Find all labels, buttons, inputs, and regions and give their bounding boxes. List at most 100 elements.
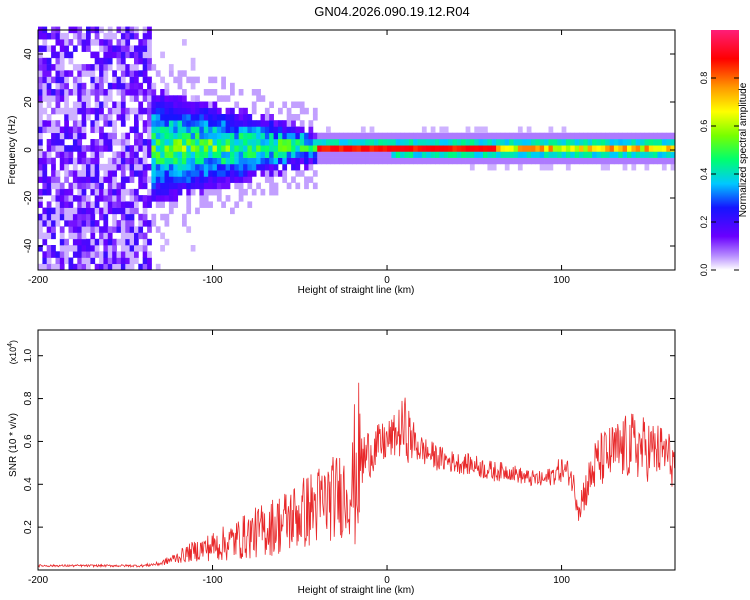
heatmap-cell	[120, 32, 126, 40]
heatmap-cell	[55, 39, 61, 46]
heatmap-cell	[120, 220, 126, 227]
heatmap-cell	[352, 139, 357, 146]
heatmap-cell	[94, 114, 100, 121]
y-tick-label: 0.8	[23, 391, 34, 405]
heatmap-cell	[278, 132, 283, 140]
heatmap-cell	[129, 251, 135, 258]
heatmap-cell	[234, 132, 240, 140]
heatmap-cell	[164, 163, 170, 171]
heatmap-cell	[90, 70, 96, 77]
heatmap-cell	[230, 145, 235, 152]
heatmap-cell	[120, 114, 126, 121]
heatmap-cell	[46, 251, 52, 258]
heatmap-cell	[186, 101, 192, 109]
heatmap-cell	[164, 120, 170, 127]
heatmap-cell	[426, 139, 432, 146]
heatmap-cell	[356, 151, 362, 158]
heatmap-cell	[90, 188, 96, 196]
x-tick-label: -200	[28, 275, 48, 286]
heatmap-cell	[548, 126, 554, 134]
heatmap-cell	[68, 70, 74, 77]
heatmap-cell	[94, 107, 100, 115]
heatmap-cell	[513, 139, 519, 146]
heatmap-cell	[509, 157, 514, 165]
heatmap-cell	[86, 182, 91, 190]
heatmap-cell	[151, 64, 157, 71]
heatmap-cell	[517, 145, 523, 152]
heatmap-cell	[55, 182, 61, 190]
heatmap-cell	[487, 157, 493, 165]
heatmap-cell	[269, 139, 274, 146]
heatmap-cell	[46, 232, 52, 240]
heatmap-cell	[378, 139, 384, 146]
heatmap-cell	[42, 182, 48, 190]
heatmap-cell	[286, 182, 292, 190]
heatmap-cell	[38, 82, 43, 90]
heatmap-cell	[77, 263, 83, 271]
heatmap-cell	[670, 139, 676, 146]
heatmap-cell	[208, 157, 213, 165]
heatmap-cell	[46, 157, 52, 165]
heatmap-cell	[195, 145, 200, 152]
heatmap-cell	[142, 213, 148, 221]
heatmap-cell	[343, 151, 349, 158]
heatmap-cell	[38, 232, 43, 240]
heatmap-cell	[142, 120, 148, 127]
heatmap-cell	[160, 232, 165, 240]
heatmap-cell	[186, 76, 192, 84]
heatmap-cell	[81, 82, 87, 90]
heatmap-cell	[129, 126, 135, 134]
heatmap-cell	[208, 170, 213, 177]
heatmap-cell	[42, 57, 48, 65]
heatmap-cell	[129, 207, 135, 215]
heatmap-cell	[120, 201, 126, 208]
heatmap-cell	[112, 188, 117, 196]
heatmap-cell	[531, 139, 536, 146]
heatmap-cell	[38, 245, 43, 252]
heatmap-cell	[513, 145, 519, 152]
heatmap-cell	[186, 163, 192, 171]
heatmap-cell	[291, 120, 296, 127]
heatmap-cell	[190, 82, 196, 90]
heatmap-cell	[208, 126, 213, 134]
heatmap-cell	[112, 120, 117, 127]
heatmap-cell	[107, 114, 113, 121]
snr-scale-prefix: (x10	[8, 347, 18, 365]
heatmap-cell	[55, 201, 61, 208]
heatmap-cell	[548, 139, 554, 146]
heatmap-cell	[278, 145, 283, 152]
heatmap-cell	[55, 70, 61, 77]
heatmap-cell	[395, 145, 401, 152]
heatmap-cell	[68, 195, 74, 202]
heatmap-cell	[51, 163, 56, 171]
heatmap-cell	[125, 232, 131, 240]
heatmap-cell	[164, 101, 170, 109]
heatmap-cell	[347, 139, 353, 146]
heatmap-cell	[190, 101, 196, 109]
heatmap-cell	[94, 176, 100, 183]
heatmap-cell	[103, 120, 109, 127]
heatmap-cell	[404, 145, 410, 152]
heatmap-cell	[134, 207, 139, 215]
heatmap-cell	[417, 157, 423, 165]
heatmap-cell	[251, 89, 257, 96]
heatmap-cell	[282, 139, 288, 146]
snr-y-label: SNR (10 * v/v)	[8, 413, 19, 477]
heatmap-cell	[282, 163, 288, 171]
heatmap-cell	[64, 257, 69, 265]
heatmap-cell	[378, 157, 384, 165]
heatmap-cell	[134, 232, 139, 240]
heatmap-cell	[369, 157, 375, 165]
heatmap-cell	[68, 157, 74, 165]
heatmap-cell	[352, 157, 357, 165]
heatmap-cell	[72, 251, 78, 258]
heatmap-cell	[273, 157, 279, 165]
heatmap-cell	[269, 132, 274, 140]
heatmap-cell	[38, 107, 43, 115]
heatmap-cell	[134, 238, 139, 246]
heatmap-cell	[125, 51, 131, 59]
heatmap-cell	[116, 226, 122, 233]
heatmap-cell	[81, 107, 87, 115]
heatmap-cell	[90, 213, 96, 221]
heatmap-cell	[243, 176, 248, 183]
